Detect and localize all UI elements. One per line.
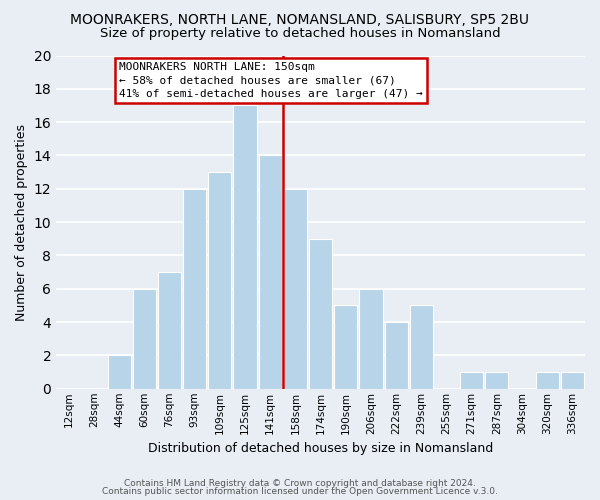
- Text: Contains public sector information licensed under the Open Government Licence v.: Contains public sector information licen…: [102, 487, 498, 496]
- X-axis label: Distribution of detached houses by size in Nomansland: Distribution of detached houses by size …: [148, 442, 493, 455]
- Bar: [359, 289, 383, 389]
- Bar: [208, 172, 232, 389]
- Bar: [183, 189, 206, 389]
- Text: Size of property relative to detached houses in Nomansland: Size of property relative to detached ho…: [100, 28, 500, 40]
- Text: Contains HM Land Registry data © Crown copyright and database right 2024.: Contains HM Land Registry data © Crown c…: [124, 478, 476, 488]
- Bar: [233, 106, 257, 389]
- Bar: [410, 306, 433, 389]
- Text: MOONRAKERS, NORTH LANE, NOMANSLAND, SALISBURY, SP5 2BU: MOONRAKERS, NORTH LANE, NOMANSLAND, SALI…: [71, 12, 530, 26]
- Bar: [107, 356, 131, 389]
- Bar: [561, 372, 584, 389]
- Bar: [309, 239, 332, 389]
- Bar: [259, 156, 282, 389]
- Text: MOONRAKERS NORTH LANE: 150sqm
← 58% of detached houses are smaller (67)
41% of s: MOONRAKERS NORTH LANE: 150sqm ← 58% of d…: [119, 62, 423, 98]
- Bar: [485, 372, 508, 389]
- Bar: [460, 372, 483, 389]
- Bar: [385, 322, 408, 389]
- Bar: [536, 372, 559, 389]
- Bar: [284, 189, 307, 389]
- Y-axis label: Number of detached properties: Number of detached properties: [15, 124, 28, 320]
- Bar: [133, 289, 156, 389]
- Bar: [158, 272, 181, 389]
- Bar: [334, 306, 358, 389]
